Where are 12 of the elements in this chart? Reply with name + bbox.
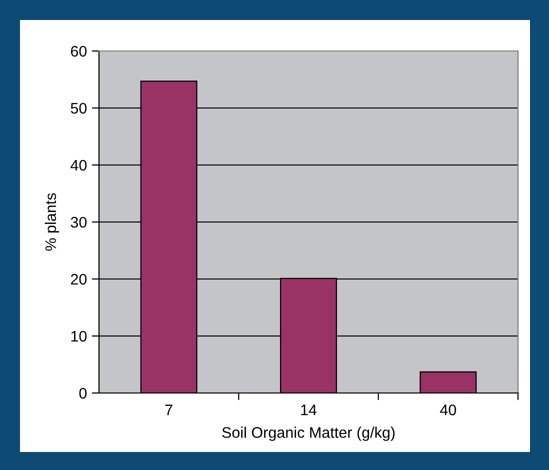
- y-tick-label: 20: [70, 274, 87, 285]
- y-tick-label: 0: [79, 388, 87, 399]
- x-tick-label: 40: [440, 404, 456, 416]
- y-tick-label: 60: [70, 46, 87, 57]
- y-tick-label: 50: [70, 102, 87, 114]
- y-tick-label: 10: [71, 330, 87, 342]
- x-tick-label: 7: [165, 404, 172, 416]
- y-axis-title: % plants: [44, 193, 60, 251]
- y-tick-label: 40: [70, 160, 87, 171]
- x-axis-title: Soil Organic Matter (g/kg): [222, 426, 395, 441]
- y-tick-label: 30: [70, 216, 87, 228]
- x-tick-label: 14: [301, 404, 317, 416]
